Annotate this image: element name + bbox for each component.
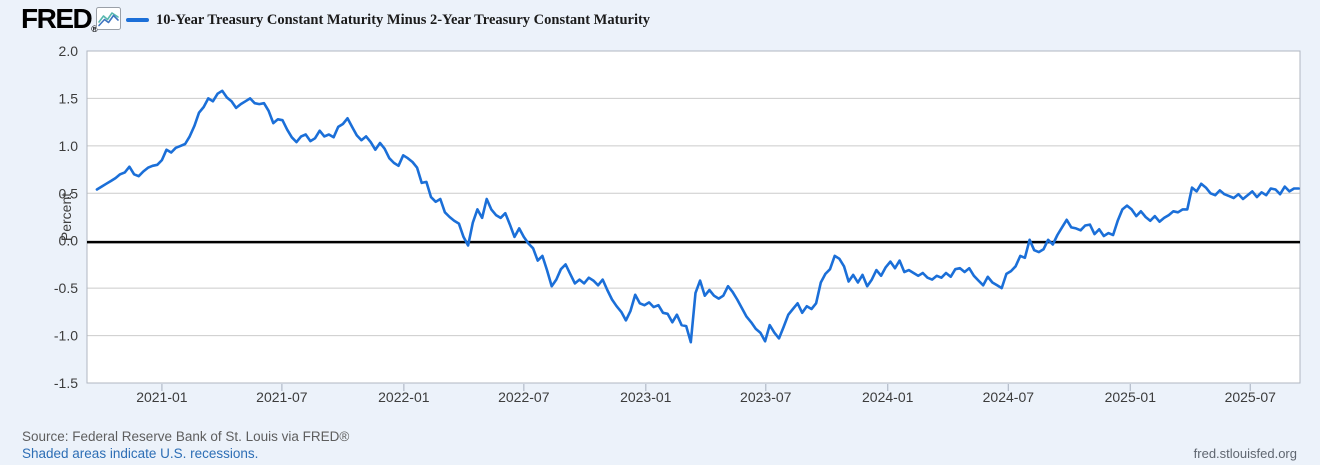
y-tick-label: 0.5 [59, 185, 79, 201]
fred-logo[interactable]: FRED ® [21, 3, 98, 35]
x-tick-label: 2021-01 [136, 389, 188, 405]
source-text: Source: Federal Reserve Bank of St. Loui… [22, 429, 350, 444]
x-tick-label: 2021-07 [256, 389, 308, 405]
y-tick-label: 1.0 [59, 138, 79, 154]
legend-line-swatch [126, 18, 149, 22]
y-tick-label: 2.0 [59, 43, 79, 59]
x-tick-label: 2022-07 [498, 389, 550, 405]
legend[interactable]: 10-Year Treasury Constant Maturity Minus… [126, 0, 650, 40]
y-tick-label: -0.5 [54, 280, 78, 296]
x-tick-label: 2025-07 [1225, 389, 1277, 405]
plot-area[interactable] [87, 51, 1300, 383]
x-tick-label: 2022-01 [378, 389, 430, 405]
y-tick-label: 0.0 [59, 233, 79, 249]
x-tick-label: 2024-01 [862, 389, 914, 405]
y-tick-label: -1.0 [54, 328, 78, 344]
y-tick-label: -1.5 [54, 375, 78, 391]
registered-mark: ® [91, 24, 98, 34]
plot-border [86, 50, 1301, 384]
x-tick-label: 2023-01 [620, 389, 672, 405]
y-tick-label: 1.5 [59, 90, 79, 106]
series-line-t10y2y [95, 89, 1300, 344]
fred-logo-text: FRED [21, 3, 93, 34]
recessions-link[interactable]: Shaded areas indicate U.S. recessions. [22, 446, 259, 461]
x-tick-label: 2025-01 [1105, 389, 1157, 405]
chart-header: FRED ® 10-Year Treasury Constant Maturity… [0, 0, 1320, 40]
x-tick-label: 2023-07 [740, 389, 792, 405]
fred-sparkline-icon [96, 7, 121, 30]
y-axis-title: Percent [58, 192, 74, 242]
legend-label: 10-Year Treasury Constant Maturity Minus… [156, 11, 651, 28]
fred-site-link[interactable]: fred.stlouisfed.org [1193, 446, 1297, 461]
x-tick-label: 2024-07 [983, 389, 1035, 405]
